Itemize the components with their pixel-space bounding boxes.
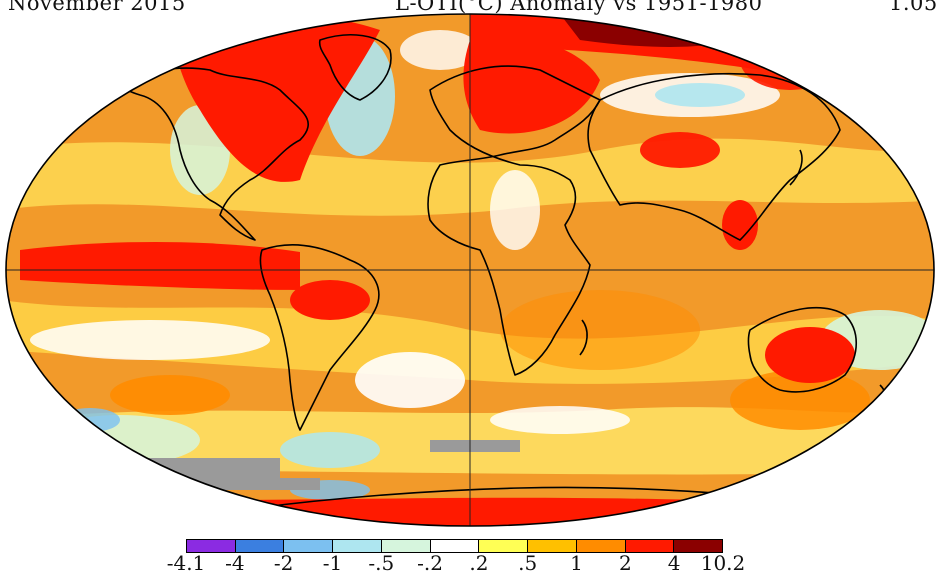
scale-swatch	[528, 540, 577, 552]
scale-tick-label: 4	[667, 551, 681, 575]
scale-tick-label: -.2	[417, 551, 443, 575]
scale-swatch	[381, 540, 431, 552]
scale-swatch	[576, 540, 626, 552]
map-date: November 2015	[8, 0, 186, 15]
global-mean-value: 1.05	[889, 0, 938, 15]
scale-tick-label: -4.1	[166, 551, 206, 575]
scale-swatch	[333, 540, 382, 552]
globe-outline	[5, 13, 935, 527]
scale-swatch	[235, 540, 285, 552]
color-scale-ticks: -4.1 -4 -2 -1 -.5 -.2 .2 .5 1 2 4 10.2	[0, 551, 940, 575]
scale-swatch	[674, 540, 723, 552]
map-title: L-OTI(°C) Anomaly vs 1951-1980	[395, 0, 763, 15]
scale-tick-label: 2	[618, 551, 632, 575]
scale-tick-label: -1	[322, 551, 343, 575]
scale-tick-label: .5	[518, 551, 538, 575]
scale-swatch	[284, 540, 334, 552]
scale-tick-label: .2	[469, 551, 489, 575]
scale-swatch	[479, 540, 529, 552]
scale-tick-label: 1	[570, 551, 583, 575]
scale-tick-label: -4	[225, 551, 245, 575]
color-scale-bar	[186, 539, 723, 553]
scale-swatch	[625, 540, 675, 552]
scale-swatch	[187, 540, 236, 552]
scale-tick-label: 10.2	[700, 551, 746, 575]
scale-swatch	[430, 540, 480, 552]
coastlines	[119, 34, 886, 511]
map-header: November 2015 L-OTI(°C) Anomaly vs 1951-…	[0, 0, 940, 15]
scale-tick-label: -.5	[368, 551, 395, 575]
scale-tick-label: -2	[273, 551, 294, 575]
